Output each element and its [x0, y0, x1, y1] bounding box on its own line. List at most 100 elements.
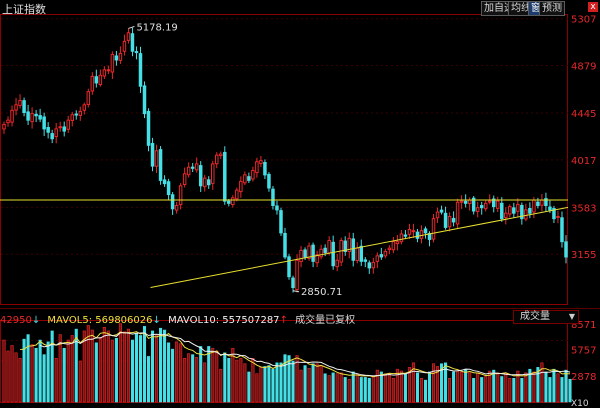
candle-body — [110, 53, 115, 73]
candle-body — [564, 241, 568, 258]
candle-body — [206, 179, 211, 186]
candle-body — [235, 189, 239, 200]
volume-bar — [379, 371, 383, 403]
volume-bar — [407, 367, 411, 403]
volume-bar — [171, 348, 175, 403]
volume-bar — [279, 362, 283, 403]
candle-body — [303, 249, 307, 258]
candle-body — [508, 206, 512, 215]
volume-bar — [423, 379, 428, 403]
volume-bar — [367, 378, 371, 403]
volume-bar — [291, 360, 295, 403]
candle-body — [186, 166, 191, 176]
volume-bar — [183, 357, 187, 403]
candle-body — [223, 151, 227, 202]
candle-body — [299, 249, 303, 263]
candle-body — [351, 238, 355, 261]
candle-body — [528, 208, 532, 214]
candle-body — [536, 201, 540, 207]
candle-body — [419, 230, 424, 239]
volume-bar — [480, 377, 484, 403]
candle-body — [42, 116, 46, 130]
indicator-select[interactable]: 成交量 ▼ — [513, 310, 579, 324]
volume-bar — [215, 350, 219, 403]
volume-bar — [444, 362, 448, 403]
high-label: 5178.19 — [136, 22, 177, 33]
candle-body — [411, 230, 416, 233]
candle-body — [451, 217, 456, 223]
candle-body — [142, 85, 147, 115]
candle-body — [455, 201, 460, 225]
volume-bar — [2, 339, 6, 403]
price-axis: 5307 4879 4445 4017 3583 3155 8571 5757 2878 X10 — [571, 15, 596, 408]
volume-tick-label: 5757 — [571, 346, 596, 357]
volume-bar — [110, 339, 114, 403]
volume-bar — [440, 363, 444, 403]
candle-body — [335, 259, 339, 268]
volume-bar — [211, 347, 215, 403]
overlay-lines: 5178.19 2850.71 — [0, 22, 569, 298]
candle-body — [14, 104, 18, 111]
volume-bar — [311, 363, 315, 403]
grid-layer — [0, 14, 600, 403]
volume-bar — [395, 368, 399, 403]
candle-body — [367, 262, 372, 269]
index-title: 上证指数 — [2, 3, 46, 16]
candle-body — [520, 204, 524, 220]
chevron-down-icon: ▼ — [568, 312, 575, 321]
volume-bar — [223, 352, 227, 403]
candle-body — [126, 32, 131, 41]
candle-body — [379, 254, 384, 258]
candle-body — [122, 40, 127, 52]
volume-bar — [86, 325, 90, 403]
volume-bar — [102, 326, 106, 403]
candle-body — [54, 128, 58, 138]
volume-unit-label: X10 — [571, 399, 589, 408]
candle-body — [255, 161, 259, 174]
candle-body — [279, 210, 283, 234]
volume-bar — [118, 323, 122, 403]
candle-body — [182, 173, 187, 186]
volume-bar — [347, 378, 351, 403]
volume-bar — [484, 376, 488, 403]
candle-body — [58, 126, 62, 129]
volume-bar — [283, 354, 287, 403]
volume-bar — [10, 345, 14, 403]
candle-body — [150, 142, 155, 167]
volume-bar — [167, 342, 171, 403]
candle-body — [496, 200, 500, 209]
candle-body — [347, 237, 351, 253]
candle-body — [215, 154, 219, 165]
candle-body — [18, 99, 22, 106]
candle-body — [471, 197, 476, 212]
volume-bar — [263, 366, 267, 403]
volume-bar — [98, 337, 102, 403]
volume-bar — [540, 362, 544, 403]
candle-body — [10, 109, 14, 123]
candle-body — [106, 69, 111, 72]
candle-body — [395, 241, 400, 245]
volume-bar — [78, 360, 82, 403]
volume-bar — [82, 330, 86, 403]
candle-body — [243, 174, 247, 184]
volume-bar — [34, 347, 38, 403]
candle-body — [371, 261, 376, 269]
candle-body — [467, 199, 472, 204]
volume-bar — [431, 363, 436, 403]
candle-body — [516, 203, 520, 212]
volume-bar — [415, 372, 420, 403]
volume-bar — [460, 371, 464, 403]
candle-body — [178, 185, 183, 206]
forecast-button[interactable]: 预测 — [539, 1, 565, 16]
candle-body — [70, 114, 74, 121]
volume-bar — [303, 365, 307, 403]
volume-bar — [359, 377, 363, 403]
volume-bar — [323, 373, 327, 403]
volume-bar — [456, 370, 460, 403]
volume-bar — [331, 372, 335, 403]
volume-bar — [175, 341, 179, 403]
volume-bar — [251, 357, 255, 403]
close-icon[interactable]: x — [588, 2, 598, 12]
volume-bar — [235, 359, 239, 403]
